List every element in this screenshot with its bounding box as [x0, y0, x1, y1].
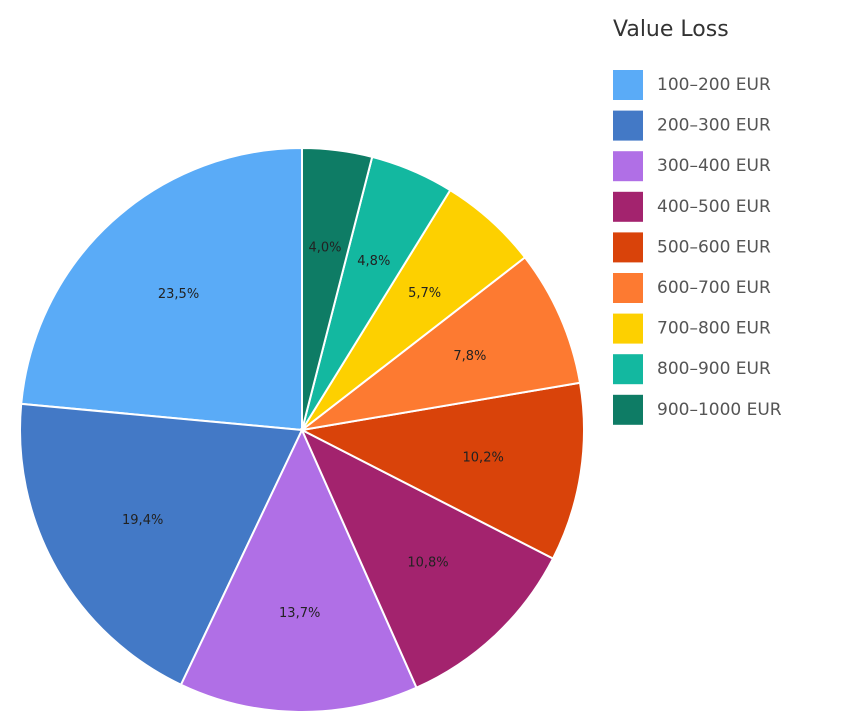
- slice-label: 13,7%: [279, 606, 320, 621]
- pie-slice: [299, 427, 555, 690]
- legend-swatch: [613, 110, 643, 141]
- slice-label: 4,0%: [308, 241, 341, 256]
- slice-label: 23,5%: [158, 287, 199, 302]
- pie-slice: [298, 381, 585, 560]
- legend-label: 500–600 EUR: [657, 237, 771, 257]
- legend-swatch: [613, 354, 643, 385]
- slice-label: 4,8%: [357, 254, 390, 269]
- legend-swatch: [613, 151, 643, 182]
- legend-swatch: [613, 70, 643, 100]
- pie-slice: [179, 427, 418, 713]
- legend-label: 300–400 EUR: [657, 156, 771, 176]
- slice-label: 10,2%: [463, 450, 504, 465]
- legend-swatch: [613, 273, 643, 303]
- pie-slice: [19, 402, 304, 687]
- legend-swatch: [613, 313, 643, 344]
- slice-label: 10,8%: [407, 556, 448, 571]
- legend-label: 800–900 EUR: [657, 359, 771, 379]
- legend-label: 900–1000 EUR: [657, 400, 782, 420]
- legend-swatch: [613, 191, 643, 222]
- legend-title: Value Loss: [613, 17, 729, 42]
- pie-slice: [20, 146, 303, 432]
- legend-label: 600–700 EUR: [657, 278, 771, 298]
- slice-label: 5,7%: [408, 286, 441, 301]
- legend-label: 200–300 EUR: [657, 116, 771, 136]
- slice-label: 7,8%: [453, 349, 486, 364]
- pie-slice: [301, 146, 374, 431]
- legend-label: 400–500 EUR: [657, 197, 771, 217]
- legend-label: 700–800 EUR: [657, 319, 771, 339]
- legend-label: 100–200 EUR: [657, 75, 771, 95]
- slice-label: 19,4%: [122, 513, 163, 528]
- legend-swatch: [613, 232, 643, 263]
- pie-slice: [301, 255, 582, 431]
- legend-swatch: [613, 394, 643, 425]
